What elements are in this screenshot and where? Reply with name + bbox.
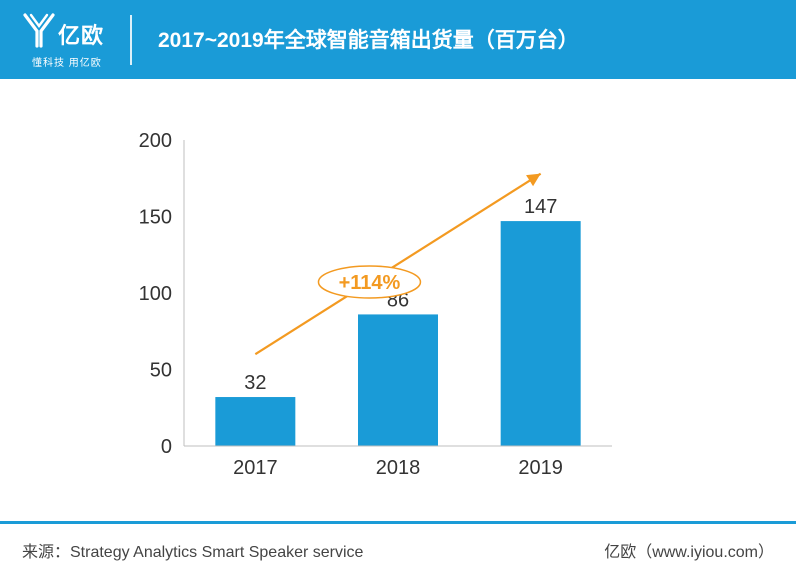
y-tick-label: 200 bbox=[139, 130, 172, 152]
bar-data-label: 147 bbox=[524, 196, 557, 218]
growth-annotation: +114% bbox=[254, 172, 542, 356]
x-tick-label: 2018 bbox=[376, 457, 421, 479]
y-tick-label: 150 bbox=[139, 207, 172, 229]
y-tick-label: 100 bbox=[139, 283, 172, 305]
growth-label-ellipse bbox=[317, 265, 422, 299]
chart-title: 2017~2019年全球智能音箱出货量（百万台） bbox=[158, 29, 579, 52]
x-axis: 2017 2018 2019 bbox=[184, 445, 612, 479]
header-banner: 亿欧 懂科技 用亿欧 2017~2019年全球智能音箱出货量（百万台） bbox=[0, 0, 796, 79]
source-note: 来源：Strategy Analytics Smart Speaker serv… bbox=[22, 544, 364, 561]
brand-slogan: 懂科技 用亿欧 bbox=[32, 58, 102, 69]
brand-name: 亿欧 bbox=[58, 23, 105, 48]
y-axis: 0 50 100 150 200 bbox=[139, 130, 185, 458]
bar bbox=[358, 314, 438, 446]
x-tick-label: 2017 bbox=[233, 457, 278, 479]
growth-arrow bbox=[254, 172, 542, 356]
bar-data-label: 32 bbox=[244, 372, 266, 394]
growth-label: +114% bbox=[339, 272, 401, 294]
x-tick-label: 2019 bbox=[518, 457, 563, 479]
bar bbox=[500, 221, 581, 446]
site-credit: 亿欧（www.iyiou.com） bbox=[604, 544, 774, 561]
footer-divider bbox=[0, 521, 796, 524]
brand-logo[interactable]: 亿欧 懂科技 用亿欧 bbox=[22, 10, 122, 70]
header-divider bbox=[130, 15, 132, 65]
logo-y-icon bbox=[23, 13, 55, 48]
y-tick-label: 50 bbox=[150, 360, 172, 382]
y-tick-label: 0 bbox=[161, 436, 172, 458]
bar bbox=[215, 397, 296, 446]
